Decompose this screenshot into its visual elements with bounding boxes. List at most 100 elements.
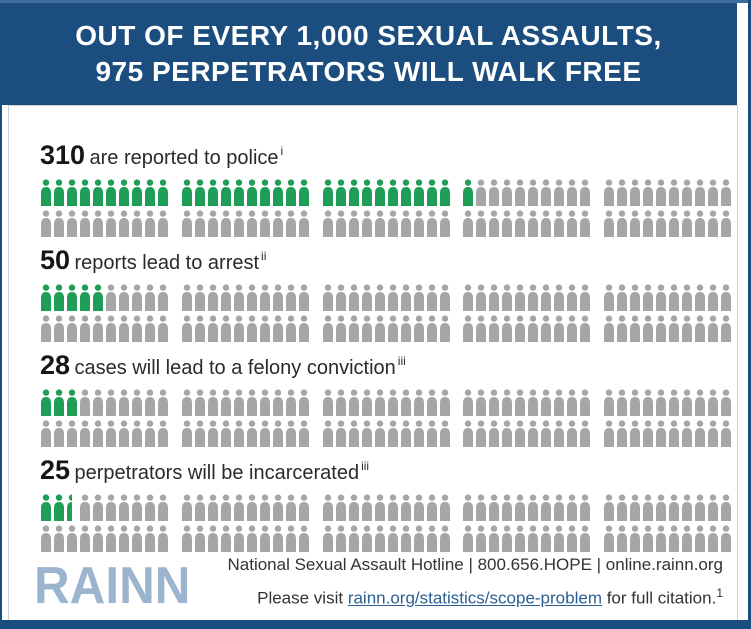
person-icon <box>514 389 526 417</box>
person-icon <box>322 315 334 343</box>
person-icon <box>501 179 513 207</box>
person-icon <box>616 389 628 417</box>
person-icon <box>553 389 565 417</box>
stat-label: 50 reports lead to arrest ii <box>40 241 732 280</box>
person-icon <box>92 179 104 207</box>
stat-value: 310 <box>40 140 86 170</box>
person-icon <box>220 284 232 312</box>
person-icon <box>157 525 169 553</box>
person-icon <box>181 389 193 417</box>
person-icon <box>681 494 693 522</box>
person-icon <box>655 494 667 522</box>
person-icon <box>566 525 578 553</box>
person-icon <box>501 210 513 238</box>
person-icon <box>694 420 706 448</box>
person-icon <box>540 284 552 312</box>
person-icon <box>233 494 245 522</box>
hotline-info: National Sexual Assault Hotline | 800.65… <box>227 555 723 575</box>
pictograph-group <box>322 315 451 343</box>
person-icon <box>527 210 539 238</box>
person-icon <box>681 284 693 312</box>
stat-row: 28 cases will lead to a felony convictio… <box>40 346 732 448</box>
person-icon <box>426 420 438 448</box>
person-icon <box>220 179 232 207</box>
person-icon <box>79 389 91 417</box>
person-icon <box>298 315 310 343</box>
person-icon <box>668 315 680 343</box>
citation-link[interactable]: rainn.org/statistics/scope-problem <box>347 589 602 608</box>
person-icon <box>220 210 232 238</box>
person-icon <box>668 494 680 522</box>
person-icon <box>400 284 412 312</box>
person-icon <box>488 315 500 343</box>
citation-suffix: for full citation. <box>601 589 717 608</box>
person-icon <box>720 315 732 343</box>
pictograph-group <box>181 179 310 207</box>
person-icon <box>527 389 539 417</box>
person-icon <box>53 494 65 522</box>
person-icon <box>720 420 732 448</box>
person-icon <box>629 179 641 207</box>
person-icon <box>553 420 565 448</box>
stat-row: 310 are reported to police i <box>40 136 732 238</box>
stat-value: 28 <box>40 350 71 380</box>
person-icon <box>233 420 245 448</box>
person-icon <box>642 284 654 312</box>
pictograph-group <box>40 420 169 448</box>
person-icon <box>131 389 143 417</box>
person-icon <box>668 389 680 417</box>
person-icon <box>361 179 373 207</box>
person-icon <box>40 210 52 238</box>
person-icon <box>475 210 487 238</box>
person-icon <box>259 284 271 312</box>
person-icon <box>629 420 641 448</box>
person-icon <box>387 494 399 522</box>
pictograph-group <box>462 315 591 343</box>
person-icon <box>246 525 258 553</box>
stat-row: 50 reports lead to arrest ii <box>40 241 732 343</box>
person-icon <box>566 284 578 312</box>
person-icon <box>92 389 104 417</box>
person-icon <box>233 389 245 417</box>
person-icon <box>694 315 706 343</box>
person-icon <box>642 494 654 522</box>
person-icon <box>655 315 667 343</box>
person-icon <box>118 315 130 343</box>
person-icon <box>413 494 425 522</box>
person-icon <box>131 525 143 553</box>
person-icon <box>374 284 386 312</box>
person-icon <box>540 179 552 207</box>
header-title-line2: 975 PERPETRATORS WILL WALK FREE <box>95 56 642 87</box>
person-icon <box>603 420 615 448</box>
top-border-line <box>0 0 751 3</box>
person-icon <box>194 284 206 312</box>
person-icon <box>475 494 487 522</box>
person-icon <box>668 525 680 553</box>
person-icon <box>681 420 693 448</box>
person-icon <box>707 315 719 343</box>
person-icon <box>157 420 169 448</box>
person-icon <box>207 284 219 312</box>
person-icon <box>246 284 258 312</box>
person-icon <box>335 389 347 417</box>
person-icon <box>616 494 628 522</box>
rainn-logo: RAINN <box>34 557 191 615</box>
person-icon <box>488 179 500 207</box>
person-icon <box>105 494 117 522</box>
person-icon <box>540 315 552 343</box>
person-icon <box>361 420 373 448</box>
person-icon <box>629 494 641 522</box>
person-icon <box>426 210 438 238</box>
person-icon <box>553 210 565 238</box>
person-icon <box>527 494 539 522</box>
person-icon <box>361 284 373 312</box>
person-icon <box>157 284 169 312</box>
person-icon <box>40 420 52 448</box>
person-icon <box>66 284 78 312</box>
stat-description: reports lead to arrest <box>74 252 260 274</box>
pictograph-group <box>181 525 310 553</box>
person-icon <box>66 179 78 207</box>
person-icon <box>194 525 206 553</box>
left-border-line <box>0 105 2 629</box>
person-icon <box>53 284 65 312</box>
